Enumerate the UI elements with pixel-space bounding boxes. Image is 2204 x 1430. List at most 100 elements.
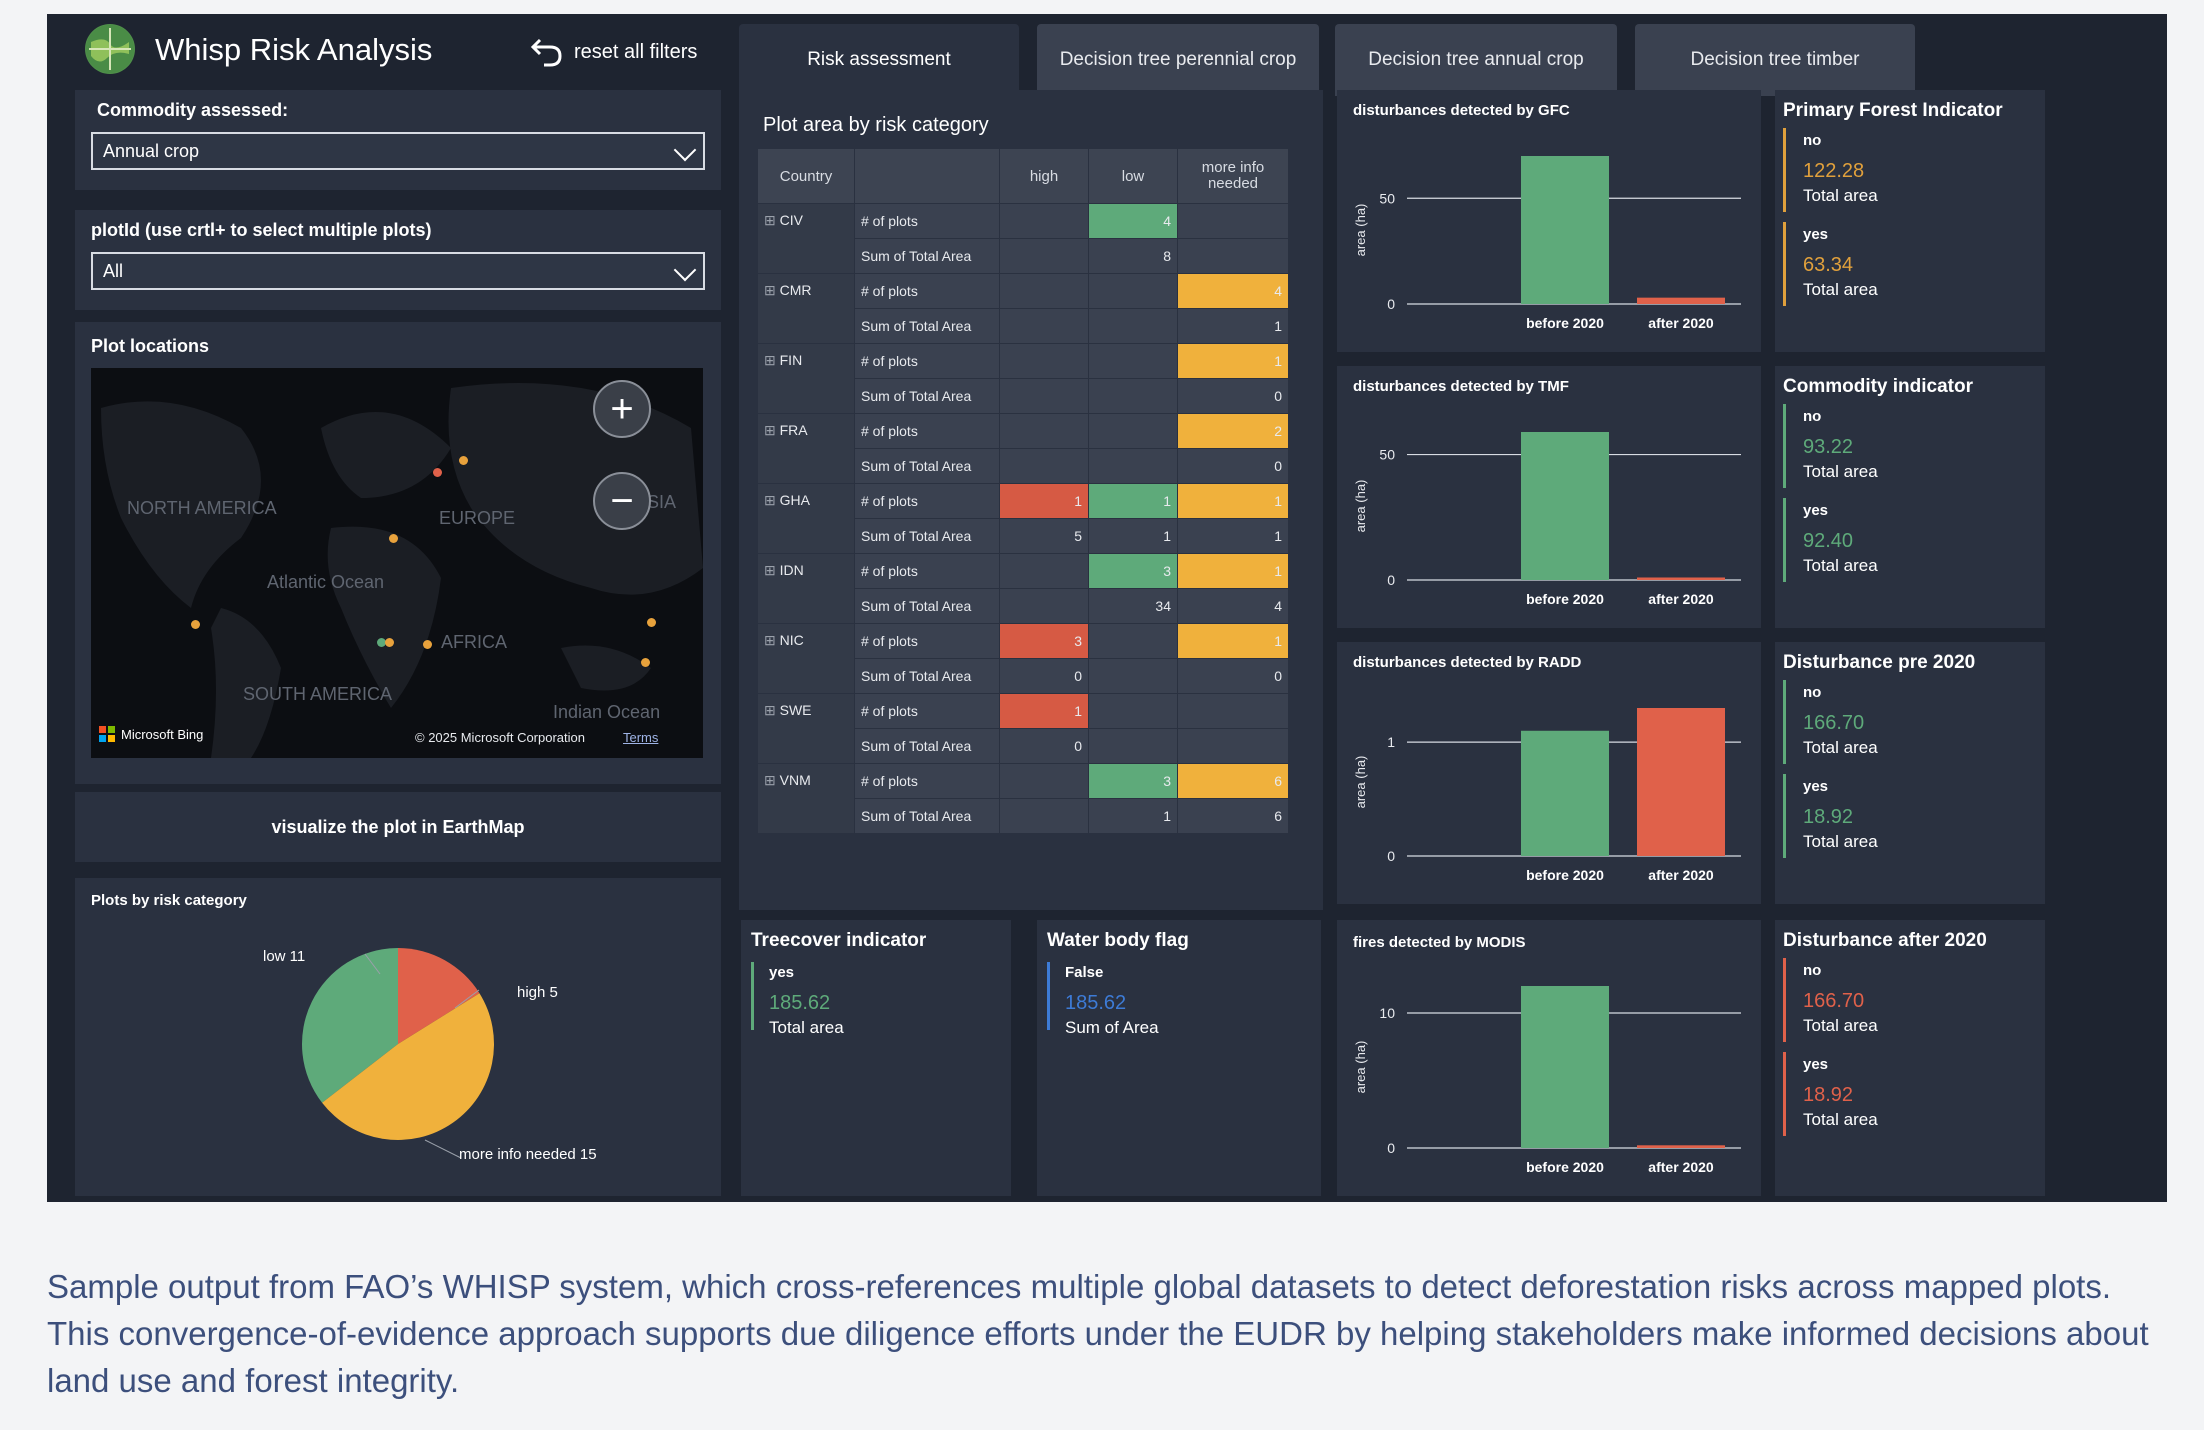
plot-map[interactable]: NORTH AMERICA EUROPE Atlantic Ocean AFRI… [91,368,703,758]
reset-filters-button[interactable]: reset all filters [530,36,697,68]
tmf-bar-chart[interactable]: 0 50 area (ha) before 2020 after 2020 [1337,366,1761,628]
table-row[interactable]: Sum of Total Area 1 6 [758,798,1289,834]
plot-select[interactable]: All [91,252,705,290]
app-logo [85,24,135,74]
table-row[interactable]: ⊞ SWE # of plots 1 [757,693,1289,764]
country-cell[interactable]: ⊞ FRA [757,413,855,484]
map-provider-label: Microsoft Bing [121,726,204,742]
commodity-select[interactable]: Annual crop [91,132,705,170]
table-row[interactable]: Sum of Total Area 0 [758,728,1289,764]
plot-filter-label: plotId (use crtl+ to select multiple plo… [91,220,432,240]
country-cell[interactable]: ⊞ GHA [757,483,855,554]
column-header-country[interactable]: Country [757,148,855,204]
country-cell[interactable]: ⊞ VNM [757,763,855,834]
expand-icon[interactable]: ⊞ [764,282,780,298]
bar-before-2020[interactable] [1521,432,1609,580]
table-row[interactable]: ⊞ IDN # of plots 3 1 [757,553,1289,624]
radd-bar-chart[interactable]: 0 1 area (ha) before 2020 after 2020 [1337,642,1761,904]
modis-chart-panel: fires detected by MODIS 0 10 area (ha) befo… [1337,920,1761,1196]
bar-before-2020[interactable] [1521,730,1609,856]
zoom-out-button[interactable]: − [593,472,651,530]
tab-decision-tree-timber[interactable]: Decision tree timber [1635,24,1915,96]
expand-icon[interactable]: ⊞ [764,562,780,578]
plot-marker[interactable] [385,638,394,647]
metric-area-label: Sum of Total Area [854,658,1000,694]
modis-bar-chart[interactable]: 0 10 area (ha) before 2020 after 2020 [1337,920,1761,1196]
x-tick-label: before 2020 [1526,867,1604,883]
bar-after-2020[interactable] [1637,1145,1725,1148]
map-region-label: EUROPE [439,508,516,528]
plot-select-value: All [103,260,124,281]
earthmap-button[interactable]: visualize the plot in EarthMap [75,792,721,862]
tab-decision-tree-perennial[interactable]: Decision tree perennial crop [1037,24,1319,96]
expand-icon[interactable]: ⊞ [764,212,780,228]
risk-table: Country high low more info needed ⊞ CIV #… [757,148,1289,834]
table-row[interactable]: Sum of Total Area 1 [758,308,1289,344]
expand-icon[interactable]: ⊞ [764,702,780,718]
table-row[interactable]: Sum of Total Area 34 4 [758,588,1289,624]
table-row[interactable]: ⊞ FRA # of plots 2 [757,413,1289,484]
expand-icon[interactable]: ⊞ [764,772,780,788]
treecover-indicator-card: Treecover indicator yes 185.62 Total are… [741,920,1011,1196]
tab-risk-assessment[interactable]: Risk assessment [739,24,1019,96]
value-cell: 4 [1088,203,1178,239]
tab-decision-tree-annual[interactable]: Decision tree annual crop [1335,24,1617,96]
bar-after-2020[interactable] [1637,297,1725,304]
gfc-bar-chart[interactable]: 0 50 area (ha) before 2020 after 2020 [1337,90,1761,352]
country-cell[interactable]: ⊞ CIV [757,203,855,274]
country-cell[interactable]: ⊞ IDN [757,553,855,624]
plot-marker[interactable] [389,534,398,543]
table-row[interactable]: ⊞ FIN # of plots 1 [757,343,1289,414]
table-row[interactable]: Sum of Total Area 0 [758,448,1289,484]
pie-chart[interactable] [75,878,721,1196]
expand-icon[interactable]: ⊞ [764,422,780,438]
pie-slice-low[interactable] [302,948,398,1103]
bar-before-2020[interactable] [1521,986,1609,1148]
country-cell[interactable]: ⊞ FIN [757,343,855,414]
map-provider: Microsoft Bing [99,726,203,742]
pie-slice-more-info-needed[interactable] [322,993,495,1141]
expand-icon[interactable]: ⊞ [764,492,780,508]
figure-caption: Sample output from FAO’s WHISP system, w… [47,1268,2149,1399]
pie-slice-high[interactable] [398,948,480,1044]
plot-marker[interactable] [433,468,442,477]
table-row[interactable]: ⊞ VNM # of plots 3 6 [757,763,1289,834]
column-header-more-info[interactable]: more info needed [1177,148,1289,204]
country-cell[interactable]: ⊞ CMR [757,273,855,344]
table-row[interactable]: ⊞ GHA # of plots 1 1 1 [757,483,1289,554]
indicator-key: no [1803,962,1822,979]
table-row[interactable]: Sum of Total Area 8 [758,238,1289,274]
plot-marker[interactable] [647,618,656,627]
plot-marker[interactable] [641,658,650,667]
country-cell[interactable]: ⊞ NIC [757,623,855,694]
expand-icon[interactable]: ⊞ [764,632,780,648]
plot-marker[interactable] [423,640,432,649]
expand-icon[interactable]: ⊞ [764,352,780,368]
column-header-high[interactable]: high [999,148,1089,204]
zoom-in-button[interactable]: + [593,380,651,438]
plot-marker[interactable] [459,456,468,465]
table-row[interactable]: ⊞ CIV # of plots 4 [757,203,1289,274]
risk-table-body: ⊞ CIV # of plots 4 Sum of Total Area 8 ⊞ CMR #… [757,203,1289,834]
treecover-key: yes [769,964,795,981]
plot-marker[interactable] [191,620,200,629]
value-cell [1177,238,1289,274]
country-cell[interactable]: ⊞ SWE [757,693,855,764]
value-cell: 1 [1088,518,1178,554]
table-row[interactable]: Sum of Total Area 0 [758,378,1289,414]
column-header-low[interactable]: low [1088,148,1178,204]
table-row[interactable]: ⊞ NIC # of plots 3 1 [757,623,1289,694]
value-cell: 0 [1177,448,1289,484]
bar-before-2020[interactable] [1521,156,1609,304]
y-tick-label: 0 [1387,1140,1395,1156]
map-terms-link[interactable]: Terms [623,730,659,745]
table-row[interactable]: ⊞ CMR # of plots 4 [757,273,1289,344]
bar-after-2020[interactable] [1637,708,1725,856]
value-cell [1088,378,1178,414]
indicator-key: yes [1803,778,1829,795]
x-tick-label: before 2020 [1526,591,1604,607]
tmf-chart-panel: disturbances detected by TMF 0 50 area (ha… [1337,366,1761,628]
table-row[interactable]: Sum of Total Area 5 1 1 [758,518,1289,554]
plot-marker[interactable] [377,638,386,647]
bar-after-2020[interactable] [1637,577,1725,580]
